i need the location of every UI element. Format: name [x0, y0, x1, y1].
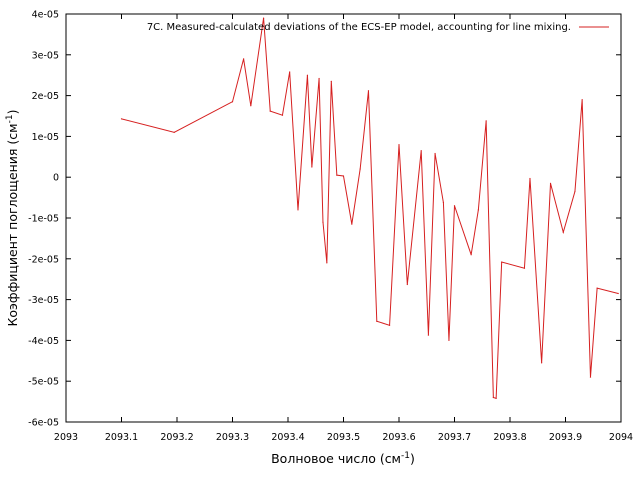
data-point — [388, 324, 391, 326]
data-point — [453, 205, 456, 207]
data-point — [322, 221, 324, 223]
data-point — [501, 261, 503, 263]
data-point — [617, 292, 619, 295]
data-point — [470, 254, 472, 256]
y-tick-label: -6e-05 — [28, 418, 59, 429]
axis-ticks — [65, 13, 622, 423]
data-point — [336, 174, 338, 176]
data-point — [398, 143, 400, 146]
data-point — [367, 90, 370, 92]
data-point — [330, 80, 332, 82]
y-axis-title-sup: -1 — [5, 114, 15, 123]
data-point — [376, 320, 378, 322]
y-tick-label: -2e-05 — [28, 254, 59, 265]
data-point — [318, 77, 320, 80]
data-point — [420, 150, 422, 152]
x-tick-label: 2093 — [54, 432, 78, 443]
data-point — [562, 231, 564, 233]
x-tick-label: 2093.2 — [160, 432, 193, 443]
data-point — [581, 99, 583, 101]
x-axis-title-sup: -1 — [401, 451, 410, 461]
data-point — [485, 120, 487, 122]
x-tick-label: 2093.6 — [382, 432, 415, 443]
data-point — [442, 201, 444, 204]
data-point — [477, 209, 479, 211]
x-tick-label: 2093.7 — [438, 432, 471, 443]
legend-label: 7C. Measured-calculated deviations of th… — [147, 22, 571, 33]
series-line — [121, 18, 619, 400]
x-tick-label: 2093.5 — [327, 432, 360, 443]
x-tick-label: 2093.8 — [493, 432, 526, 443]
data-point — [120, 118, 123, 120]
data-point — [289, 71, 291, 73]
x-axis-title-text: Волновое число (см — [271, 451, 401, 466]
data-point — [351, 223, 353, 225]
data-point — [589, 376, 592, 378]
data-point — [311, 166, 313, 168]
data-point — [549, 182, 552, 184]
y-tick-label: -3e-05 — [28, 295, 59, 306]
x-axis-title: Волновое число (см-1) — [271, 451, 415, 466]
data-point — [359, 168, 361, 170]
data-point — [448, 339, 450, 341]
data-point — [297, 209, 299, 211]
y-axis-title-text: Коэффициент поглощения (см — [5, 123, 20, 326]
data-point — [231, 101, 234, 103]
data-point — [529, 177, 531, 180]
data-point — [306, 74, 309, 76]
y-axis-title-end: ) — [5, 110, 20, 115]
y-tick-label: -5e-05 — [28, 377, 59, 388]
data-point — [495, 397, 497, 399]
data-point — [243, 58, 245, 60]
x-tick-label: 2093.4 — [271, 432, 304, 443]
data-points — [120, 17, 619, 399]
plot-frame — [65, 13, 622, 423]
data-point — [406, 283, 408, 286]
y-tick-label: 0 — [53, 173, 59, 184]
data-point — [523, 267, 526, 269]
y-tick-label: 2e-05 — [32, 91, 59, 102]
x-tick-label: 2094 — [609, 432, 633, 443]
y-tick-label: -4e-05 — [28, 336, 59, 347]
data-point — [262, 17, 265, 19]
y-tick-labels: 4e-05 3e-05 2e-05 1e-05 0 -1e-05 -2e-05 -3e-05 -… — [28, 10, 59, 429]
data-point — [541, 362, 543, 364]
data-point — [269, 110, 271, 112]
x-tick-label: 2093.3 — [216, 432, 249, 443]
x-tick-label: 2093.9 — [549, 432, 582, 443]
data-point — [173, 131, 175, 133]
y-tick-label: 1e-05 — [32, 132, 59, 143]
data-point — [434, 152, 436, 155]
x-axis-title-end: ) — [410, 451, 415, 466]
data-point — [281, 114, 284, 116]
y-axis-title: Коэффициент поглощения (см-1) — [5, 110, 20, 327]
x-tick-labels: 2093 2093.1 2093.2 2093.3 2093.4 2093.5 2093.6… — [54, 432, 633, 443]
x-tick-label: 2093.1 — [105, 432, 138, 443]
data-point — [250, 105, 252, 107]
data-point — [596, 287, 598, 289]
data-point — [427, 334, 430, 336]
y-tick-label: 3e-05 — [32, 50, 59, 61]
y-tick-label: -1e-05 — [28, 214, 59, 225]
data-point — [574, 190, 576, 193]
y-tick-label: 4e-05 — [32, 10, 59, 21]
data-point — [326, 262, 328, 264]
data-point — [492, 396, 494, 399]
data-point — [342, 175, 345, 177]
